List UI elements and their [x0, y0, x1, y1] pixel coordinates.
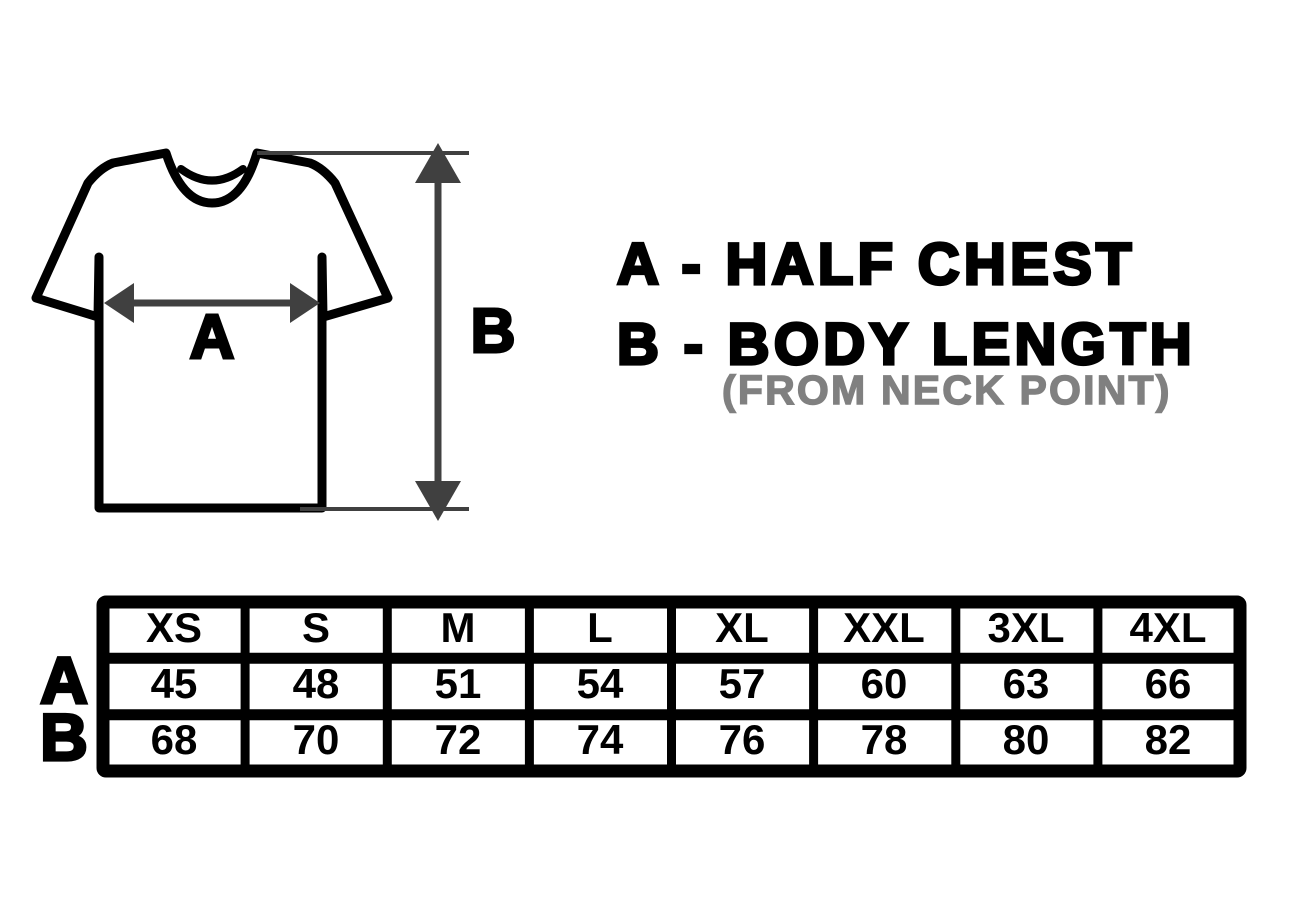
svg-text:XS: XS [146, 604, 202, 651]
svg-text:82: 82 [1145, 716, 1192, 763]
svg-text:63: 63 [1003, 660, 1050, 707]
svg-text:66: 66 [1145, 660, 1192, 707]
svg-text:4XL: 4XL [1129, 604, 1206, 651]
svg-text:72: 72 [435, 716, 482, 763]
svg-text:48: 48 [293, 660, 340, 707]
svg-text:78: 78 [861, 716, 908, 763]
svg-text:57: 57 [719, 660, 766, 707]
svg-text:74: 74 [577, 716, 624, 763]
svg-text:3XL: 3XL [987, 604, 1064, 651]
svg-text:B: B [471, 297, 516, 366]
svg-text:51: 51 [435, 660, 482, 707]
svg-text:S: S [302, 604, 330, 651]
svg-text:(FROM NECK POINT): (FROM NECK POINT) [722, 367, 1172, 413]
svg-text:M: M [441, 604, 476, 651]
svg-text:B: B [40, 700, 88, 774]
svg-text:XXL: XXL [843, 604, 925, 651]
svg-text:L: L [587, 604, 613, 651]
svg-text:68: 68 [151, 716, 198, 763]
svg-text:80: 80 [1003, 716, 1050, 763]
svg-text:70: 70 [293, 716, 340, 763]
svg-text:A: A [190, 303, 235, 372]
svg-text:76: 76 [719, 716, 766, 763]
svg-text:54: 54 [577, 660, 624, 707]
svg-text:60: 60 [861, 660, 908, 707]
svg-text:45: 45 [151, 660, 198, 707]
svg-text:A - HALF CHEST: A - HALF CHEST [617, 232, 1136, 297]
svg-text:XL: XL [715, 604, 769, 651]
